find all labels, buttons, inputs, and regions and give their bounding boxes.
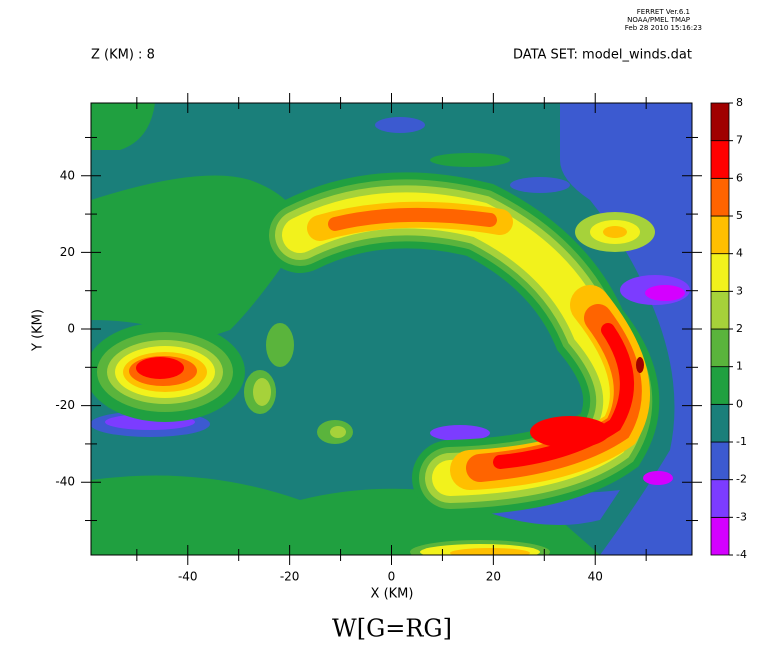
contour-region (91, 103, 155, 150)
y-tick-label: 20 (60, 245, 75, 259)
contour-region (253, 378, 271, 406)
contour-region (530, 416, 610, 448)
chart-title: W[G=RG] (332, 615, 452, 643)
colorbar-label: 5 (736, 209, 743, 222)
contour-region (603, 226, 627, 238)
contour-region (430, 153, 510, 167)
colorbar-band (710, 479, 730, 518)
colorbar-label: 7 (736, 134, 743, 147)
colorbar-band (710, 328, 730, 368)
contour-region (643, 471, 673, 485)
contour-region (645, 285, 685, 301)
contour-region (328, 207, 497, 231)
colorbar-band (710, 366, 730, 405)
contour-region (136, 357, 184, 379)
subtitle-left: Z (KM) : 8 (91, 48, 155, 63)
colorbar-label: 4 (736, 247, 743, 260)
colorbar-band (710, 290, 730, 330)
colorbar-band (710, 102, 730, 142)
colorbar-label: -3 (736, 510, 747, 523)
contour-region (636, 357, 644, 373)
contour-region (430, 425, 490, 441)
colorbar-label: 1 (736, 360, 743, 373)
x-tick-label: 0 (388, 570, 396, 584)
colorbar-label: 6 (736, 171, 743, 184)
contour-region (375, 117, 425, 133)
x-tick-label: -40 (178, 570, 198, 584)
colorbar-label: 0 (736, 397, 743, 410)
colorbar-band (710, 441, 730, 481)
y-tick-label: 40 (60, 168, 75, 182)
colorbar-band (710, 403, 730, 443)
contour-region (91, 475, 600, 555)
colorbar-band (710, 516, 730, 556)
colorbar-label: 8 (736, 96, 743, 109)
colorbar-band (710, 253, 730, 292)
x-tick-label: 20 (486, 570, 501, 584)
program: FERRET Ver.6.1 (637, 8, 690, 16)
colorbar-band (710, 215, 730, 255)
org: NOAA/PMEL TMAP (627, 16, 690, 24)
y-tick-label: -40 (55, 475, 75, 489)
colorbar-label: -2 (736, 473, 747, 486)
subtitle-right: DATA SET: model_winds.dat (513, 48, 692, 63)
contour-region (330, 426, 346, 438)
colorbar-band (710, 140, 730, 179)
contour-region (266, 323, 294, 367)
contour-field (91, 103, 692, 555)
colorbar-band (710, 177, 730, 217)
y-tick-label: -20 (55, 398, 75, 412)
x-tick-label: 40 (588, 570, 603, 584)
colorbar-label: -4 (736, 548, 747, 561)
colorbar-label: 3 (736, 284, 743, 297)
contour-region (510, 177, 570, 193)
contour-region (91, 175, 301, 340)
colorbar-label: -1 (736, 435, 747, 448)
y-axis-label: Y (KM) (31, 309, 46, 352)
colorbar-label: 2 (736, 322, 743, 335)
contour-region (450, 548, 530, 555)
contour-region (493, 323, 634, 469)
x-axis-label: X (KM) (371, 587, 414, 602)
date: Feb 28 2010 15:16:23 (625, 24, 702, 32)
contour-region (560, 103, 692, 555)
x-tick-label: -20 (280, 570, 300, 584)
y-tick-label: 0 (67, 322, 75, 336)
